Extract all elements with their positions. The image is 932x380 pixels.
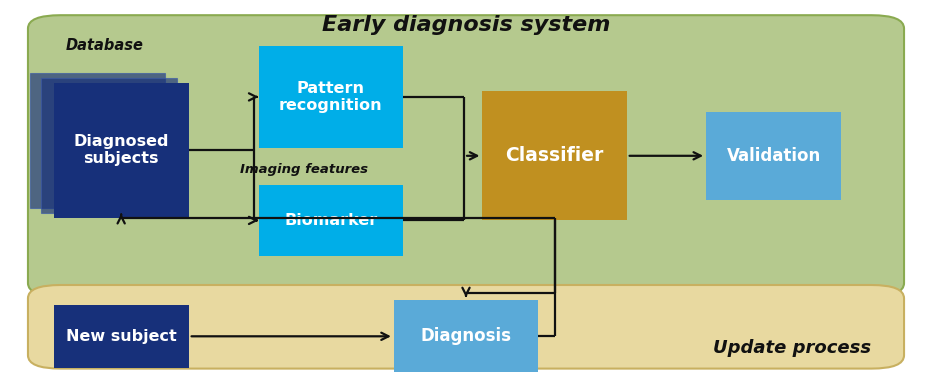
FancyBboxPatch shape <box>31 73 165 208</box>
FancyBboxPatch shape <box>483 91 626 220</box>
Text: New subject: New subject <box>66 329 176 344</box>
Text: Early diagnosis system: Early diagnosis system <box>322 15 610 35</box>
Text: Update process: Update process <box>713 339 871 357</box>
Text: Database: Database <box>65 38 144 53</box>
Text: Diagnosed
subjects: Diagnosed subjects <box>74 134 169 166</box>
Text: Pattern
recognition: Pattern recognition <box>279 81 383 113</box>
FancyBboxPatch shape <box>258 185 403 255</box>
FancyBboxPatch shape <box>28 15 904 296</box>
FancyBboxPatch shape <box>258 46 403 148</box>
Text: Classifier: Classifier <box>505 146 604 165</box>
FancyBboxPatch shape <box>54 83 188 217</box>
FancyBboxPatch shape <box>42 78 177 213</box>
Text: Biomarker: Biomarker <box>284 213 377 228</box>
Text: Imaging features: Imaging features <box>240 163 368 176</box>
FancyBboxPatch shape <box>54 83 188 217</box>
FancyBboxPatch shape <box>54 305 188 368</box>
FancyBboxPatch shape <box>28 285 904 369</box>
Text: Diagnosis: Diagnosis <box>420 327 512 345</box>
FancyBboxPatch shape <box>393 300 539 372</box>
Text: Validation: Validation <box>726 147 821 165</box>
FancyBboxPatch shape <box>706 112 841 200</box>
